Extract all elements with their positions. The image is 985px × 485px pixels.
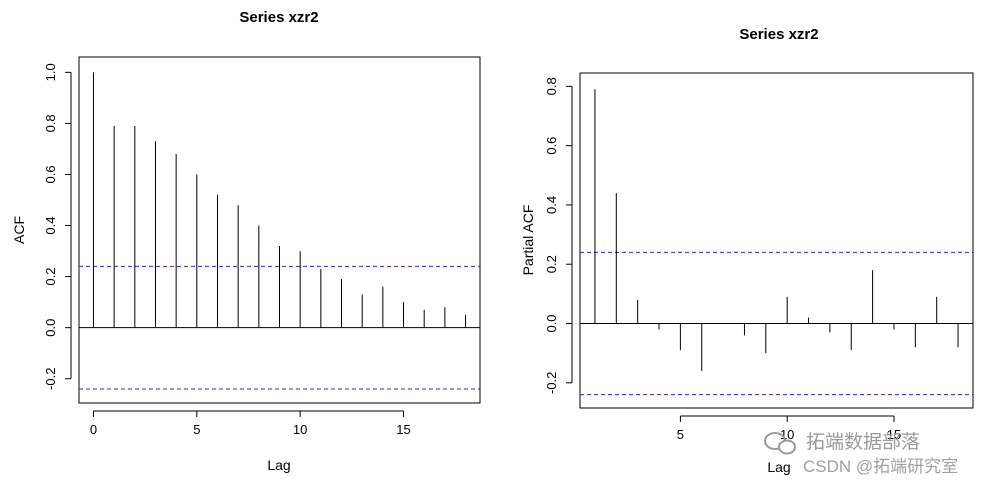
pacf-y-axis-label: Partial ACF (520, 205, 536, 276)
pacf-y-tick-label: 0.6 (544, 137, 559, 155)
pacf-panel: Series xzr2 Lag Partial ACF 5 10 15-0.20.0… (520, 26, 974, 475)
watermark-credit: CSDN @拓端研究室 (803, 457, 958, 476)
pacf-y-tick-label: 0.8 (544, 77, 559, 95)
acf-y-tick-label: 0.2 (43, 268, 58, 286)
acf-y-tick-label: -0.2 (43, 368, 58, 390)
watermark-brand: 拓端数据部落 (806, 431, 920, 453)
acf-x-tick-label: 10 (293, 422, 307, 437)
acf-plot-frame (78, 56, 481, 404)
acf-y-axis-label: ACF (11, 216, 27, 244)
pacf-plot-frame (579, 72, 974, 409)
acf-x-axis-label: Lag (267, 457, 290, 473)
acf-y-tick-label: 0.8 (43, 114, 58, 132)
acf-y-tick-label: 0.0 (43, 319, 58, 337)
wechat-icon (764, 432, 796, 455)
acf-x-tick-label: 5 (193, 422, 200, 437)
pacf-x-tick-label: 5 (677, 427, 684, 442)
pacf-y-tick-label: 0.0 (544, 314, 559, 332)
pacf-y-tick-label: 0.2 (544, 255, 559, 273)
pacf-y-tick-label: -0.2 (544, 372, 559, 394)
pacf-y-tick-label: 0.4 (544, 196, 559, 214)
acf-title: Series xzr2 (239, 9, 318, 26)
acf-panel: Series xzr2 Lag ACF 0 5 10 15 -0.2 0.0 0.2 0.4 0… (11, 9, 481, 473)
watermark: 拓端数据部落 CSDN @拓端研究室 (764, 431, 958, 476)
acf-y-tick-label: 0.6 (43, 165, 58, 183)
pacf-title: Series xzr2 (739, 26, 818, 43)
acf-y-tick-label: 0.4 (43, 216, 58, 234)
acf-x-tick-label: 0 (90, 422, 97, 437)
acf-y-tick-label: 1.0 (43, 63, 58, 81)
pacf-x-tick-label: 15 (887, 427, 901, 442)
pacf-x-axis-label: Lag (767, 459, 790, 475)
acf-x-tick-label: 15 (396, 422, 410, 437)
